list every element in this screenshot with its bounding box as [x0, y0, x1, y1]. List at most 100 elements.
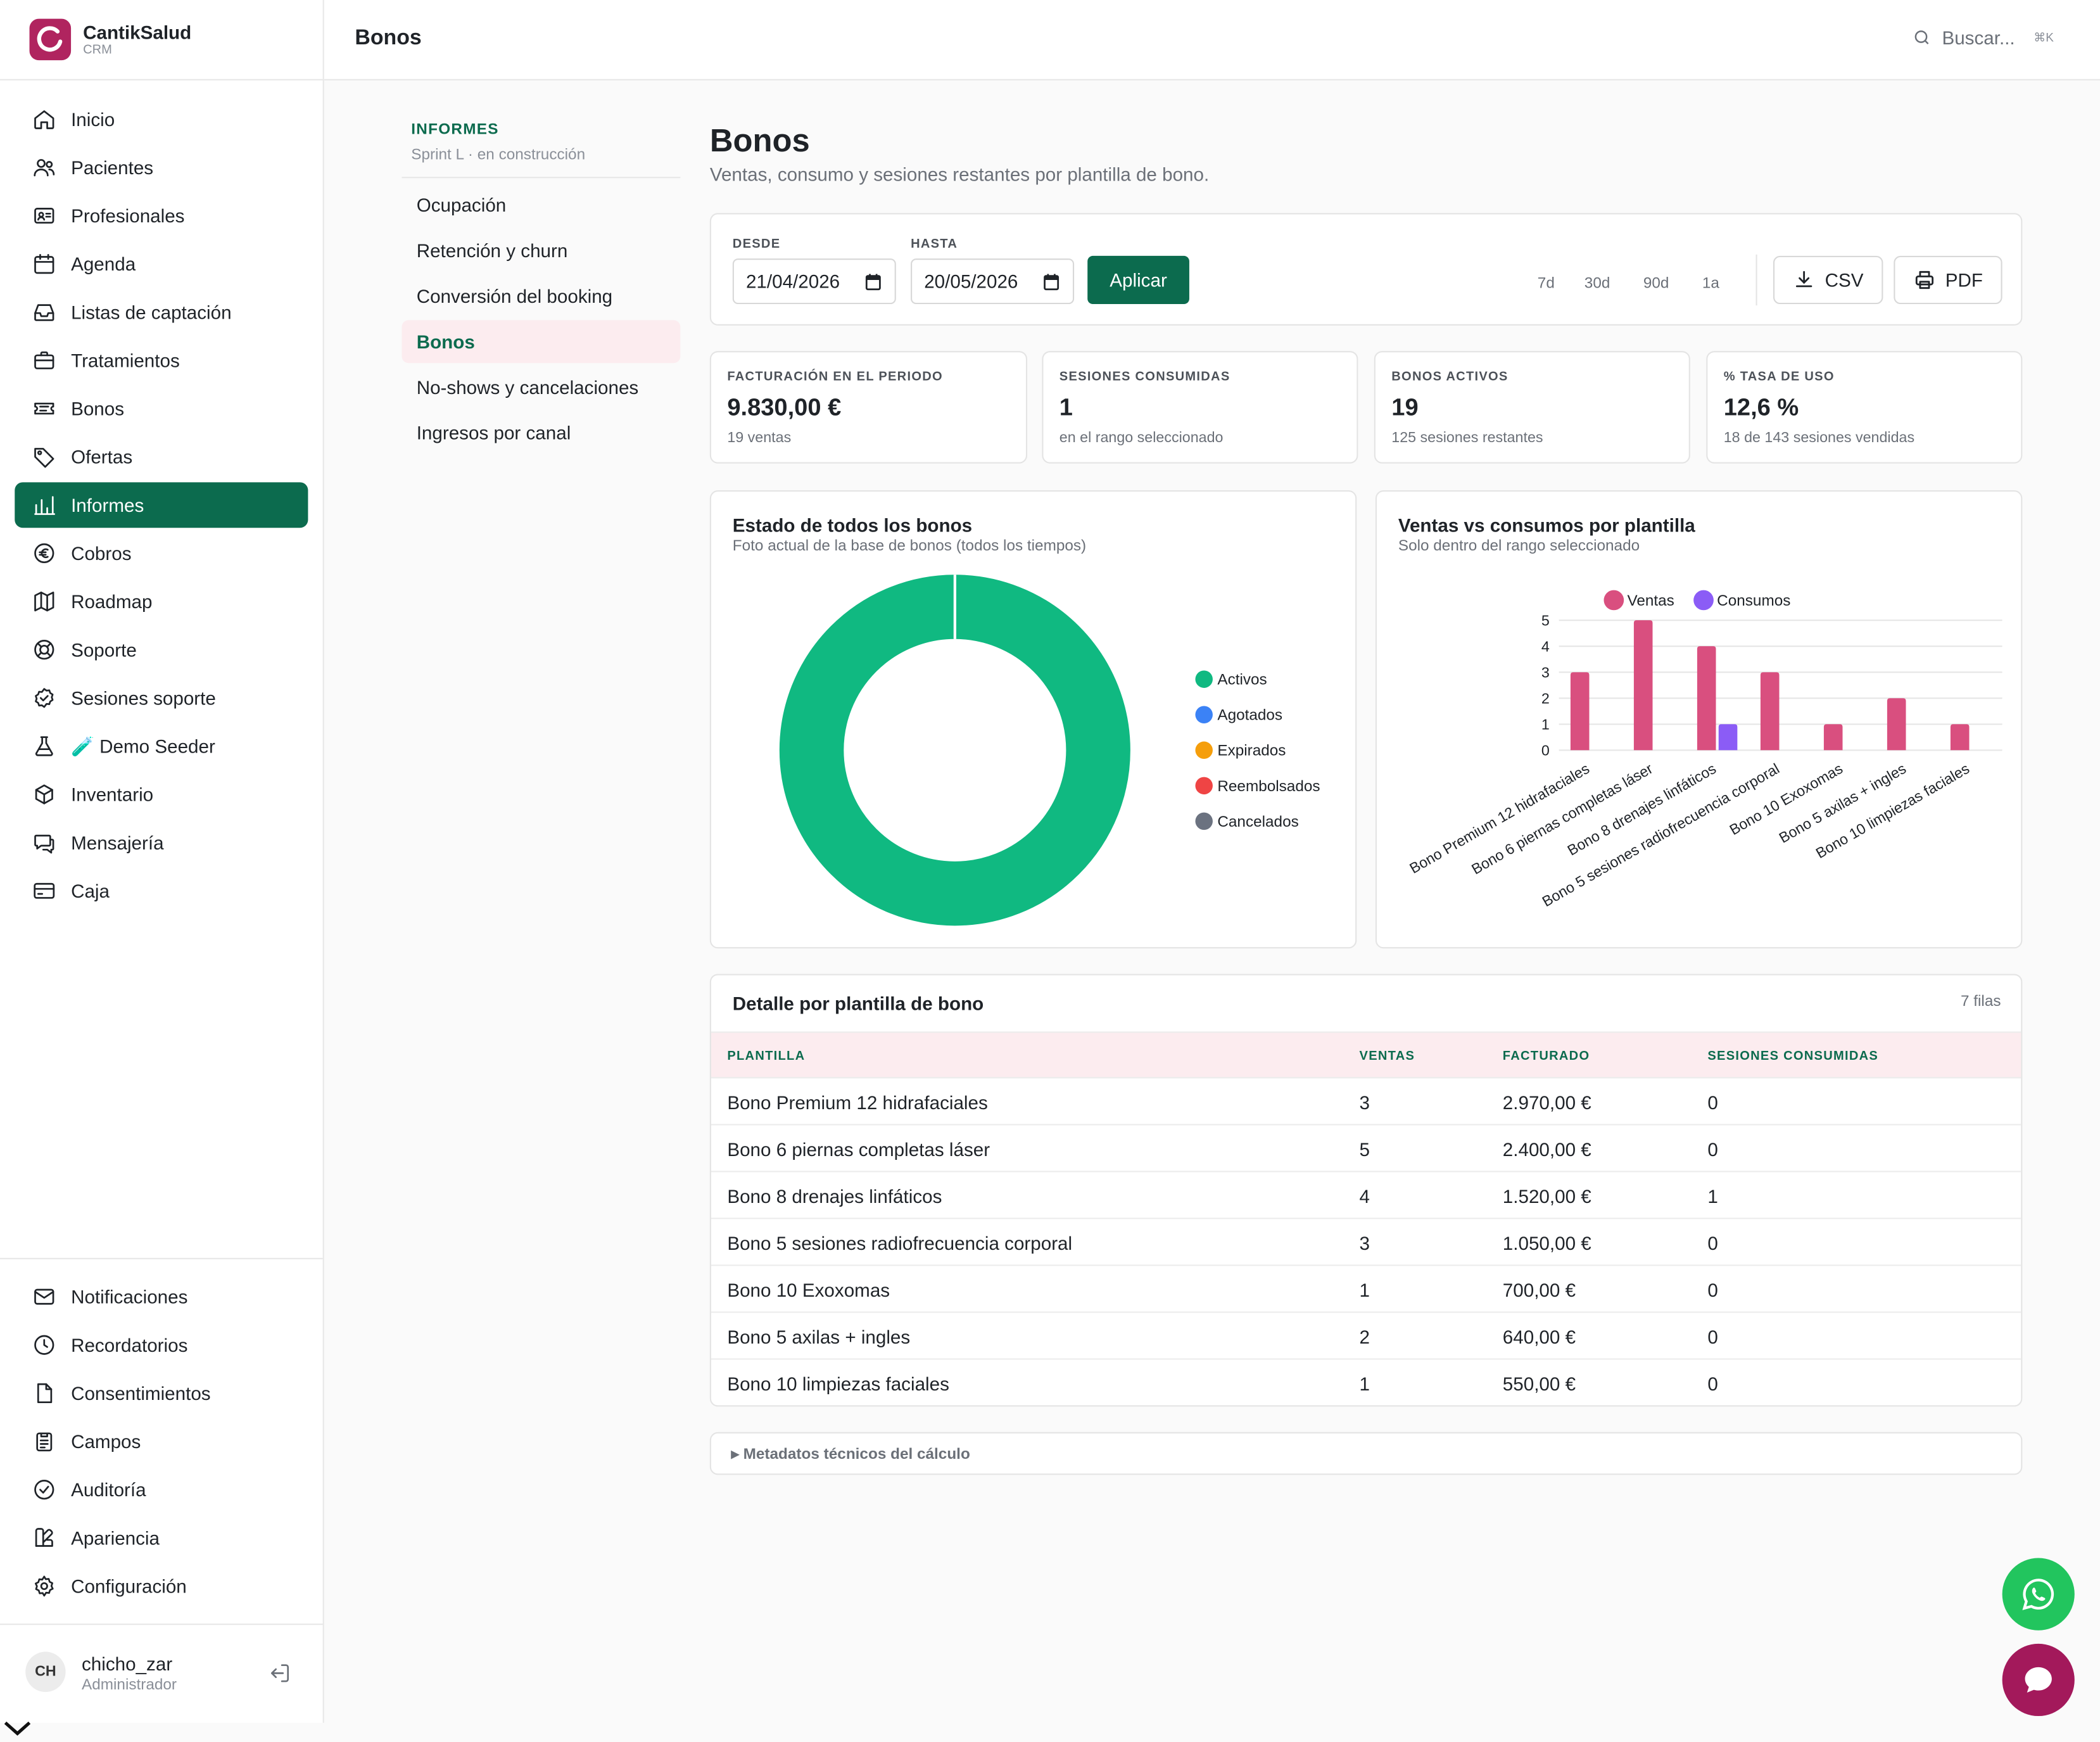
kpi-sub: 125 sesiones restantes	[1391, 429, 1543, 447]
sidebar-item-bonos[interactable]: Bonos	[15, 386, 308, 431]
sidebar-item-listas-de-captación[interactable]: Listas de captación	[15, 289, 308, 335]
report-link[interactable]: Retención y churn	[416, 239, 568, 262]
kpi-sub: 19 ventas	[727, 429, 792, 447]
table-cell: 1	[1707, 1185, 1718, 1207]
clipboard-icon	[31, 1428, 58, 1454]
legend-label: Cancelados	[1217, 813, 1298, 830]
range-1a-button[interactable]: 1a	[1702, 276, 1719, 293]
sidebar-item-inicio[interactable]: Inicio	[15, 96, 308, 142]
legend-swatch	[1603, 590, 1624, 611]
settings-nav: Notificaciones Recordatorios Consentimient…	[15, 1274, 308, 1612]
report-link[interactable]: Ingresos por canal	[416, 422, 571, 443]
id-card-icon	[31, 202, 58, 229]
user-panel: CH chicho_zar Administrador	[0, 1624, 323, 1722]
sidebar-item-label: Mensajería	[71, 832, 164, 854]
table-cell: 3	[1359, 1232, 1370, 1254]
sidebar-item-apariencia[interactable]: Apariencia	[15, 1515, 308, 1561]
chart-subtitle: Foto actual de la base de bonos (todos l…	[732, 538, 1087, 555]
sidebar-item-label: Soporte	[71, 639, 137, 661]
reports-divider	[402, 177, 681, 179]
sidebar-item-label: Agenda	[71, 253, 136, 275]
legend-swatch	[1693, 590, 1714, 611]
bar[interactable]	[1887, 698, 1906, 751]
sidebar-item-pacientes[interactable]: Pacientes	[15, 144, 308, 190]
from-label: DESDE	[732, 237, 781, 252]
sidebar-item-configuración[interactable]: Configuración	[15, 1563, 308, 1609]
sidebar-item-inventario[interactable]: Inventario	[15, 772, 308, 817]
sidebar-item-caja[interactable]: Caja	[15, 868, 308, 913]
logout-icon[interactable]	[268, 1661, 292, 1685]
briefcase-icon	[31, 347, 58, 374]
bar[interactable]	[1570, 672, 1590, 751]
calendar-icon[interactable]	[865, 273, 881, 291]
sidebar-item-label: Ofertas	[71, 446, 133, 468]
sidebar-item-roadmap[interactable]: Roadmap	[15, 579, 308, 625]
legend-label: Ventas	[1627, 592, 1674, 609]
calendar-icon[interactable]	[1043, 273, 1059, 291]
csv-button[interactable]: CSV	[1773, 255, 1883, 305]
chevron-down-icon[interactable]	[3, 1719, 32, 1738]
y-tick-label: 5	[1541, 613, 1550, 629]
apply-button[interactable]: Aplicar	[1087, 255, 1189, 305]
table-row: Bono Premium 12 hidrafaciales 3 2.970,00 €…	[711, 1078, 2021, 1126]
report-link[interactable]: Bonos	[402, 320, 681, 364]
legend-label: Consumos	[1717, 592, 1790, 609]
report-link[interactable]: No-shows y cancelaciones	[416, 376, 639, 398]
technical-metadata-toggle[interactable]: ▸ Metadatos técnicos del cálculo	[709, 1432, 2023, 1475]
sidebar-item-recordatorios[interactable]: Recordatorios	[15, 1322, 308, 1368]
from-date-input[interactable]: 21/04/2026	[732, 258, 896, 305]
clock-icon	[31, 1332, 58, 1358]
report-link[interactable]: Ocupación	[416, 194, 507, 216]
mail-icon	[31, 1283, 58, 1310]
whatsapp-button[interactable]	[2002, 1558, 2075, 1631]
bar[interactable]	[1718, 724, 1738, 751]
sidebar-item-tratamientos[interactable]: Tratamientos	[15, 338, 308, 383]
bar[interactable]	[1697, 646, 1716, 751]
file-icon	[31, 1380, 58, 1406]
report-link[interactable]: Conversión del booking	[416, 285, 613, 307]
search-shortcut: ⌘K	[2034, 30, 2054, 44]
chat-support-button[interactable]	[2002, 1643, 2075, 1717]
column-header[interactable]: VENTAS	[1359, 1048, 1415, 1064]
sidebar-item-profesionales[interactable]: Profesionales	[15, 193, 308, 239]
pdf-button[interactable]: PDF	[1894, 255, 2002, 305]
bar[interactable]	[1633, 620, 1653, 751]
sidebar-item-campos[interactable]: Campos	[15, 1419, 308, 1465]
table-title: Detalle por plantilla de bono	[732, 993, 984, 1014]
brand[interactable]: CantikSalud CRM	[0, 0, 323, 80]
column-header[interactable]: PLANTILLA	[727, 1048, 806, 1064]
sidebar-item-mensajería[interactable]: Mensajería	[15, 820, 308, 865]
pie-slice[interactable]	[779, 575, 1130, 926]
range-7d-button[interactable]: 7d	[1537, 276, 1555, 293]
sidebar-item-soporte[interactable]: Soporte	[15, 627, 308, 673]
donut-chart: Activos Agotados Expirados Reembolsados Canc…	[779, 575, 1320, 926]
legend-swatch	[1195, 670, 1213, 688]
sidebar-item-informes[interactable]: Informes	[15, 482, 308, 528]
table-cell: Bono 6 piernas completas láser	[727, 1138, 990, 1160]
bar[interactable]	[1823, 724, 1843, 751]
sidebar-item-consentimientos[interactable]: Consentimientos	[15, 1370, 308, 1416]
table-cell: 550,00 €	[1502, 1373, 1576, 1395]
avatar[interactable]: CH	[25, 1651, 66, 1692]
bar[interactable]	[1950, 724, 1970, 751]
column-header[interactable]: FACTURADO	[1502, 1048, 1590, 1064]
sidebar-item-auditoría[interactable]: Auditoría	[15, 1467, 308, 1513]
search-placeholder: Buscar...	[1942, 27, 2015, 49]
table-row: Bono 10 limpiezas faciales 1 550,00 € 0	[711, 1360, 2021, 1406]
sidebar-item-cobros[interactable]: Cobros	[15, 530, 308, 576]
sidebar-item-label: 🧪 Demo Seeder	[71, 734, 215, 756]
from-date-value: 21/04/2026	[745, 270, 840, 293]
sidebar-item-sesiones-soporte[interactable]: Sesiones soporte	[15, 675, 308, 721]
kpi-label: SESIONES CONSUMIDAS	[1059, 369, 1230, 385]
sidebar-item-ofertas[interactable]: Ofertas	[15, 434, 308, 480]
search-trigger[interactable]: Buscar... ⌘K	[1913, 27, 2054, 48]
range-30d-button[interactable]: 30d	[1584, 276, 1610, 293]
bar[interactable]	[1760, 672, 1780, 751]
range-90d-button[interactable]: 90d	[1643, 276, 1669, 293]
sidebar-item-demo-seeder[interactable]: 🧪 Demo Seeder	[15, 723, 308, 769]
brand-name: CantikSalud	[83, 21, 192, 43]
sidebar-item-notificaciones[interactable]: Notificaciones	[15, 1274, 308, 1319]
column-header[interactable]: SESIONES CONSUMIDAS	[1707, 1048, 1879, 1064]
to-date-input[interactable]: 20/05/2026	[911, 258, 1075, 305]
sidebar-item-agenda[interactable]: Agenda	[15, 241, 308, 287]
